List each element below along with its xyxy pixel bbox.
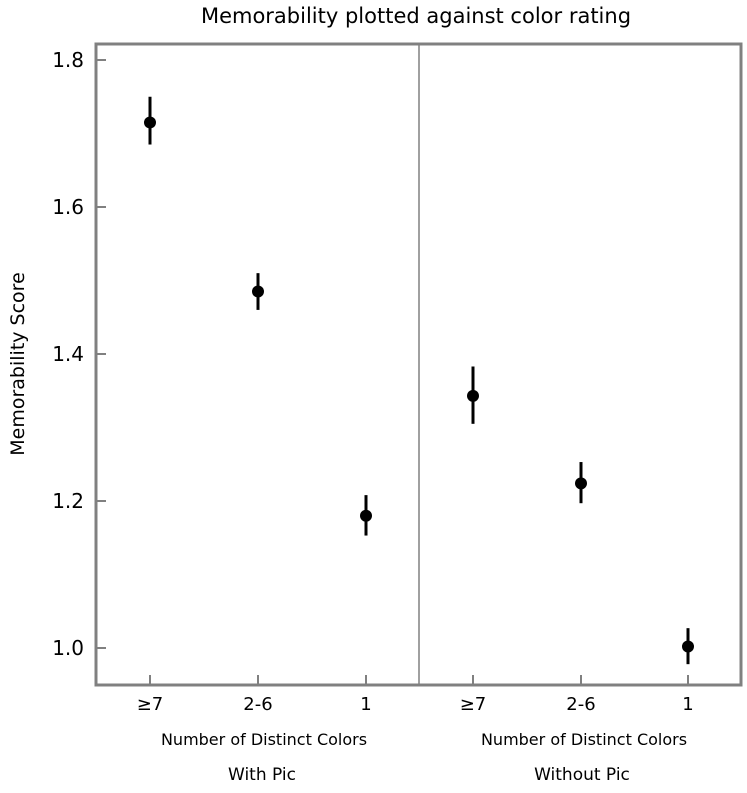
data-point [575,477,587,490]
x-tick-label: 2-6 [566,694,595,715]
data-point [144,116,156,129]
y-axis-ticks: 1.0 1.2 1.4 1.6 1.8 [52,48,106,660]
x-axis-label: Number of Distinct Colors [161,730,367,749]
x-tick-label: ≥7 [460,694,487,715]
y-tick-label: 1.2 [52,489,84,513]
x-tick-label: ≥7 [137,694,164,715]
data-point [682,640,694,653]
y-tick-label: 1.4 [52,342,84,366]
data-point [467,389,479,402]
panel-label: With Pic [228,765,296,785]
x-axis-label: Number of Distinct Colors [481,730,687,749]
y-tick-label: 1.8 [52,48,84,72]
x-tick-label: 1 [360,694,371,715]
y-tick-label: 1.0 [52,636,84,660]
x-tick-label: 2-6 [243,694,272,715]
data-point [252,285,264,298]
data-markers [144,96,694,665]
x-tick-label: 1 [682,694,693,715]
panel-label: Without Pic [534,765,630,785]
data-point [360,509,372,522]
chart-title: Memorability plotted against color ratin… [201,4,631,28]
y-tick-label: 1.6 [52,195,84,219]
panel-labels: Number of Distinct Colors With Pic Number … [161,730,687,785]
y-axis-label: Memorability Score [7,272,29,456]
x-axis-ticks: ≥7 2-6 1 ≥7 2-6 1 [137,675,694,715]
